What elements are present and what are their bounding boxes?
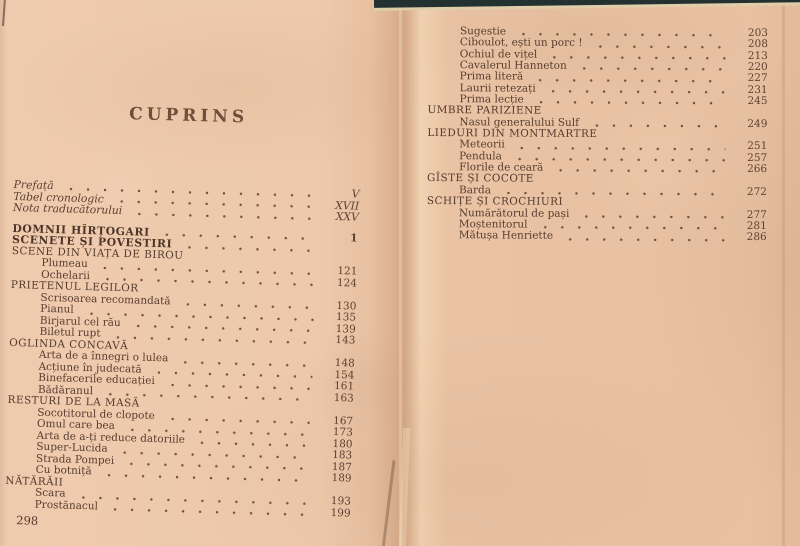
dot-leader — [573, 62, 726, 74]
toc-page-number — [323, 297, 357, 298]
dot-leader — [542, 84, 726, 96]
dot-leader — [570, 198, 725, 209]
toc-row: Mătușa Henriette 286 — [427, 229, 767, 244]
toc-page-number — [317, 492, 351, 493]
toc-entry-label: LIEDURI DIN MONTMARTRE — [427, 127, 598, 141]
dot-leader — [511, 141, 726, 153]
toc-left-list: Prefață V Tabel cronologic XVII Nota traducă… — [5, 178, 360, 520]
page-edge-shadow — [0, 0, 7, 546]
left-page: CUPRINS Prefață V Tabel cronologic XVII Nota… — [4, 100, 362, 536]
toc-right-list: Sugestie 203 Ciboulot, ești un porc ! 208 Oc… — [427, 25, 768, 244]
toc-page-number: 266 — [747, 163, 768, 176]
toc-page-number: 124 — [336, 276, 358, 290]
dot-leader — [544, 50, 726, 62]
toc-entry-label: Mătușa Henriette — [458, 229, 554, 242]
dot-leader — [530, 73, 726, 85]
dot-leader — [604, 131, 725, 142]
dot-leader — [560, 232, 725, 244]
toc-page-number — [324, 262, 358, 263]
toc-page-number: 143 — [335, 334, 356, 347]
toc-entry-label: Prostănacul — [34, 498, 99, 512]
dot-leader — [585, 119, 726, 130]
toc-page-number: 249 — [747, 117, 768, 130]
contents-title: CUPRINS — [128, 104, 249, 128]
dot-leader — [541, 176, 725, 187]
page-edge-fold — [782, 0, 785, 546]
toc-page-number: 199 — [330, 506, 351, 520]
paper-crease — [381, 460, 396, 546]
toc-page-number: XXV — [335, 209, 360, 224]
gutter-fold-highlight — [399, 0, 402, 546]
toc-page-number — [319, 412, 353, 413]
toc-page-number — [324, 252, 358, 253]
right-page: Sugestie 203 Ciboulot, ești un porc ! 208 Oc… — [427, 25, 768, 244]
toc-page-number: 245 — [747, 95, 768, 108]
dot-leader — [534, 220, 725, 233]
dot-leader — [576, 209, 725, 221]
toc-page-number: 189 — [331, 471, 352, 485]
toc-entry-label: Nota traducătorului — [12, 200, 123, 218]
dot-leader — [589, 39, 726, 51]
toc-page-number: 163 — [333, 391, 354, 405]
toc-page-number: 1 — [349, 230, 359, 245]
toc-page-number: 272 — [746, 185, 768, 198]
toc-page-number — [321, 354, 355, 355]
dot-leader — [550, 164, 726, 176]
dot-leader — [530, 96, 726, 108]
toc-page-number: 286 — [746, 231, 767, 244]
